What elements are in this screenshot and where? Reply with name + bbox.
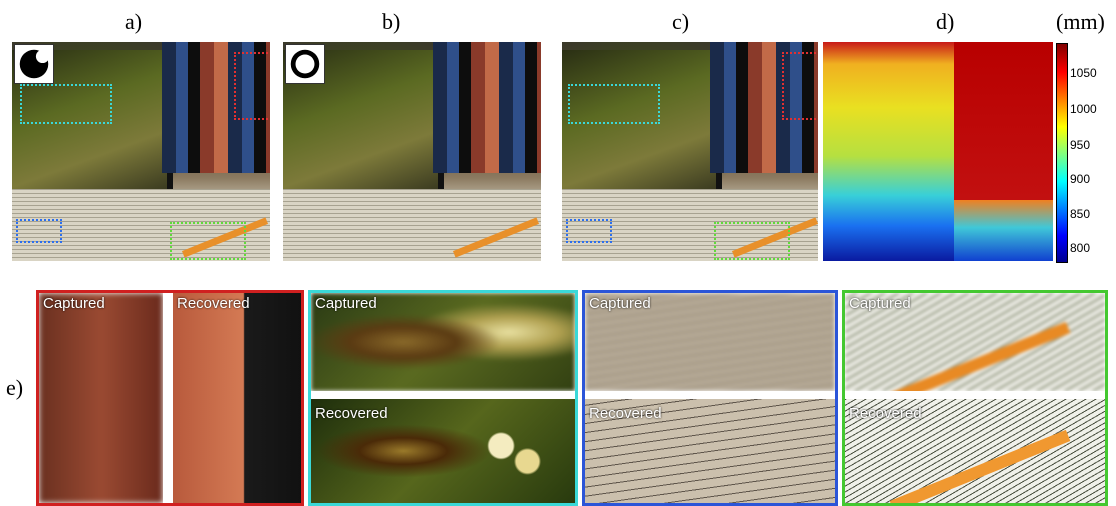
colorbar-tick: 1000 [1070,102,1097,116]
captured-caption: Captured [589,295,651,312]
aperture-code-inset [14,44,54,84]
label-d: d) [936,9,955,34]
panel-d-depth-map [823,42,1053,261]
captured-text-crop [585,293,835,391]
recovered-book-crop [173,293,301,503]
captured-book-crop [39,293,163,503]
crop-green-pencil: Captured Recovered [842,290,1108,506]
recovered-text-crop [585,399,835,503]
recovered-bee-crop [311,399,575,503]
depth-table-region [954,199,1053,261]
recovered-pencil-crop [845,399,1105,503]
captured-caption: Captured [849,295,911,312]
colorbar-tick: 950 [1070,138,1091,152]
recovered-caption: Recovered [315,405,388,422]
crop-blue-text: Captured Recovered [582,290,838,506]
separator [311,391,575,399]
colorbar-tick: 1050 [1070,66,1097,80]
captured-pencil-crop [845,293,1105,405]
roi-blue [566,219,612,243]
depth-near-region [823,42,955,261]
captured-caption: Captured [43,295,105,312]
paper-region [562,188,818,261]
captured-caption: Captured [315,295,377,312]
separator [845,391,1105,399]
panel-c-recovered-image [562,42,818,261]
books-region [710,42,818,174]
crop-cyan-bee: Captured Recovered [308,290,578,506]
label-c: c) [672,9,690,34]
roi-red [234,52,270,120]
separator [163,293,173,503]
books-region [161,42,270,174]
panel-b-captured-image [283,42,541,261]
depth-colorbar [1056,43,1068,263]
colorbar-tick: 850 [1070,207,1091,221]
paper-region [12,188,270,261]
aperture-code-inset [285,44,325,84]
roi-cyan [568,84,660,124]
recovered-caption: Recovered [177,295,250,312]
colorbar-tick: 800 [1070,241,1091,255]
recovered-caption: Recovered [849,405,922,422]
crop-red-books: Captured Recovered [36,290,304,506]
roi-cyan [20,84,112,124]
roi-red [782,52,818,120]
pencil [889,429,1071,503]
colorbar-tick: 900 [1070,172,1091,186]
roi-blue [16,219,62,243]
panel-a-captured-image [12,42,270,261]
label-a: a) [125,9,143,34]
books-region [432,42,541,174]
roi-green [714,222,790,260]
captured-bee-crop [311,293,575,391]
label-e: e) [6,375,24,400]
paper-region [283,188,541,261]
recovered-caption: Recovered [589,405,662,422]
roi-green [170,222,246,260]
depth-far-region [954,42,1053,200]
separator [585,391,835,399]
label-b: b) [382,9,401,34]
unit-label: (mm) [1056,9,1105,34]
